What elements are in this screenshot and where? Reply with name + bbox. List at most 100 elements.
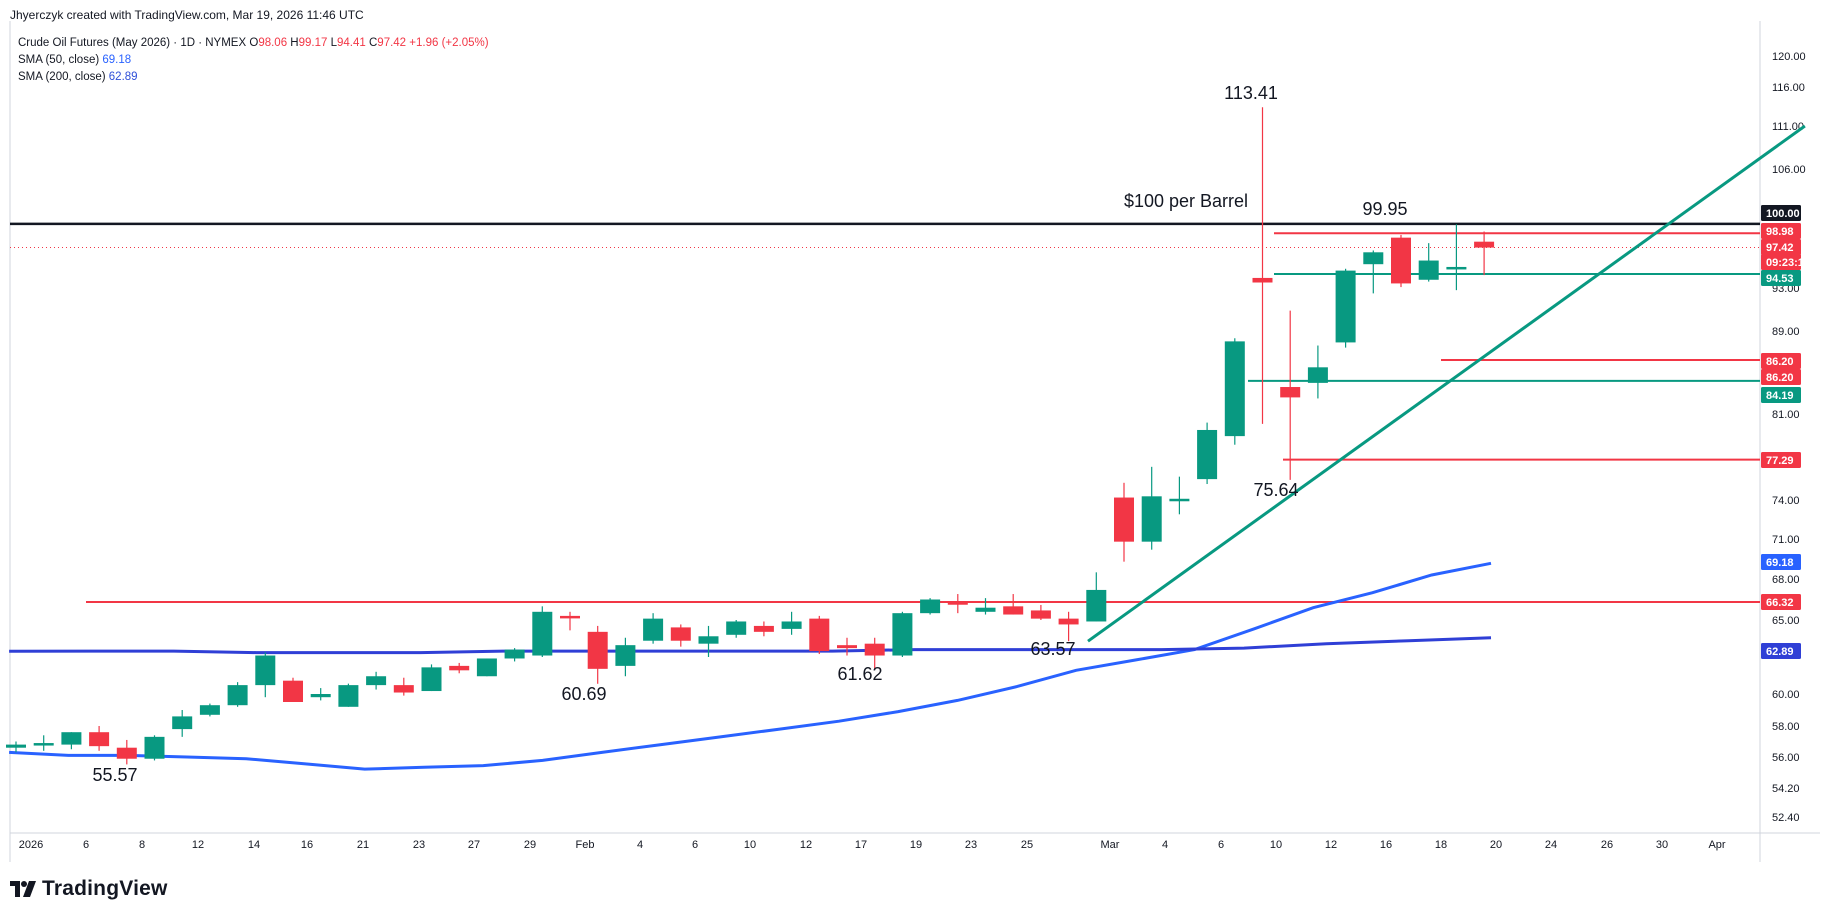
candle bbox=[1030, 604, 1051, 620]
price-tag-label: 69.18 bbox=[1766, 557, 1794, 569]
candle-body bbox=[199, 705, 220, 715]
price-annotation: 60.69 bbox=[561, 684, 606, 704]
candle bbox=[1418, 243, 1439, 282]
x-tick-label: 18 bbox=[1435, 839, 1447, 851]
x-tick-label: 29 bbox=[524, 839, 536, 851]
price-tag-label: 86.20 bbox=[1766, 356, 1794, 368]
x-tick-label: 6 bbox=[692, 839, 698, 851]
candle bbox=[310, 688, 331, 701]
sma50-line bbox=[9, 561, 1492, 771]
y-tick-label: 60.00 bbox=[1772, 689, 1800, 701]
candle-body bbox=[864, 643, 885, 656]
x-tick-label: 16 bbox=[301, 839, 313, 851]
candle-body bbox=[116, 747, 137, 759]
candle-body bbox=[615, 645, 636, 666]
x-tick-label: 23 bbox=[965, 839, 977, 851]
price-tag-bg bbox=[1761, 643, 1801, 659]
candle-body bbox=[1030, 610, 1051, 619]
x-tick-label: 4 bbox=[1162, 839, 1168, 851]
candle bbox=[726, 620, 747, 638]
price-tag-bg bbox=[1761, 353, 1801, 369]
sma200-label: SMA (200, close) bbox=[18, 71, 106, 83]
candle-body bbox=[449, 665, 470, 671]
candle-body bbox=[255, 655, 276, 686]
candle bbox=[615, 637, 636, 677]
y-tick-label: 52.40 bbox=[1772, 812, 1800, 824]
candle bbox=[393, 677, 414, 696]
candle bbox=[1335, 268, 1356, 348]
candle-body bbox=[1224, 341, 1245, 437]
ohlc-l-value: 94.41 bbox=[337, 37, 366, 49]
candle-body bbox=[476, 658, 497, 677]
candle-body bbox=[1307, 367, 1328, 383]
candle bbox=[1280, 310, 1301, 480]
candle bbox=[837, 637, 857, 656]
candle-body bbox=[1003, 606, 1024, 615]
price-tag-bg bbox=[1761, 205, 1801, 221]
price-tag: 100.00 bbox=[1761, 205, 1801, 221]
candle-body bbox=[283, 680, 303, 702]
candle-body bbox=[947, 602, 968, 605]
x-tick-label: 26 bbox=[1601, 839, 1613, 851]
tradingview-logo-text: TradingView bbox=[42, 877, 168, 900]
price-tag-label: 84.19 bbox=[1766, 390, 1794, 402]
candle bbox=[199, 703, 220, 717]
price-annotation: 99.95 bbox=[1362, 199, 1407, 219]
candle bbox=[33, 735, 54, 751]
x-tick-label: 23 bbox=[413, 839, 425, 851]
candle-body bbox=[643, 618, 664, 641]
sma50-value: 69.18 bbox=[102, 54, 132, 66]
candle bbox=[504, 648, 525, 662]
candle bbox=[1446, 224, 1467, 291]
price-tag-label: 66.32 bbox=[1766, 597, 1794, 609]
candle bbox=[449, 662, 470, 674]
candle-body bbox=[227, 685, 248, 706]
price-tag: 09:23:12 bbox=[1761, 254, 1810, 270]
candle-body bbox=[1418, 260, 1439, 280]
candle bbox=[1141, 466, 1162, 550]
y-tick-label: 89.00 bbox=[1772, 326, 1800, 338]
symbol-name: Crude Oil Futures (May 2026) · 1D · NYME… bbox=[18, 37, 247, 49]
price-annotation: 63.57 bbox=[1030, 639, 1075, 659]
tradingview-logo[interactable]: TradingView bbox=[10, 877, 168, 901]
candle bbox=[283, 677, 303, 702]
candle-body bbox=[144, 736, 165, 759]
x-tick-label: 6 bbox=[83, 839, 89, 851]
ohlc-c-value: 97.42 bbox=[377, 37, 407, 49]
price-annotation: $100 per Barrel bbox=[1124, 191, 1248, 211]
candle-body bbox=[698, 636, 719, 644]
price-tag-label: 97.42 bbox=[1766, 242, 1794, 254]
symbol-legend-row: Crude Oil Futures (May 2026) · 1D · NYME… bbox=[18, 35, 489, 52]
y-tick-label: 68.00 bbox=[1772, 574, 1800, 586]
candle bbox=[421, 664, 442, 692]
price-annotation: 75.64 bbox=[1253, 480, 1298, 500]
x-tick-label: 12 bbox=[800, 839, 812, 851]
candle-body bbox=[809, 618, 830, 652]
candle-body bbox=[1197, 429, 1218, 480]
price-tag: 84.19 bbox=[1761, 387, 1801, 403]
candle bbox=[781, 611, 802, 635]
candle-body bbox=[421, 667, 442, 692]
y-tick-label: 116.00 bbox=[1772, 82, 1805, 94]
price-tag-bg bbox=[1761, 369, 1801, 385]
x-tick-label: 25 bbox=[1021, 839, 1033, 851]
y-tick-label: 120.00 bbox=[1772, 51, 1806, 63]
candle bbox=[1169, 476, 1190, 515]
x-tick-label: Apr bbox=[1708, 839, 1725, 851]
candle bbox=[144, 735, 165, 761]
price-tag: 86.20 bbox=[1761, 353, 1801, 369]
candle bbox=[61, 732, 82, 750]
candle bbox=[1197, 422, 1218, 485]
price-tag-bg bbox=[1761, 594, 1801, 610]
price-tag: 62.89 bbox=[1761, 643, 1801, 659]
candle-body bbox=[1252, 277, 1273, 283]
candle bbox=[1252, 107, 1273, 424]
x-tick-label: 14 bbox=[248, 839, 260, 851]
candle bbox=[975, 598, 996, 615]
y-tick-label: 74.00 bbox=[1772, 495, 1800, 507]
sma50-label: SMA (50, close) bbox=[18, 54, 100, 66]
x-tick-label: 24 bbox=[1545, 839, 1557, 851]
candle bbox=[1474, 231, 1495, 276]
y-tick-label: 56.00 bbox=[1772, 752, 1800, 764]
